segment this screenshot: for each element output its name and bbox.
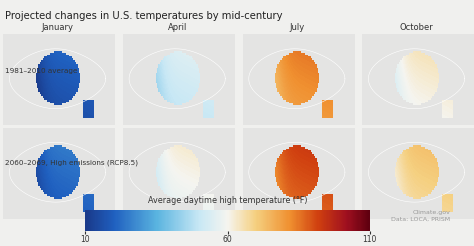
Text: Projected changes in U.S. temperatures by mid-century: Projected changes in U.S. temperatures b… [5, 11, 282, 21]
Text: 2060–2069, High emissions (RCP8.5): 2060–2069, High emissions (RCP8.5) [5, 159, 138, 166]
Text: Average daytime high temperature (°F): Average daytime high temperature (°F) [148, 196, 307, 205]
Title: January: January [42, 23, 73, 32]
Title: April: April [167, 23, 187, 32]
Title: October: October [400, 23, 433, 32]
Text: Climate.gov
Data: LOCA, PRISM: Climate.gov Data: LOCA, PRISM [391, 210, 450, 221]
Text: 1981–2010 average: 1981–2010 average [5, 68, 77, 74]
Title: July: July [289, 23, 304, 32]
